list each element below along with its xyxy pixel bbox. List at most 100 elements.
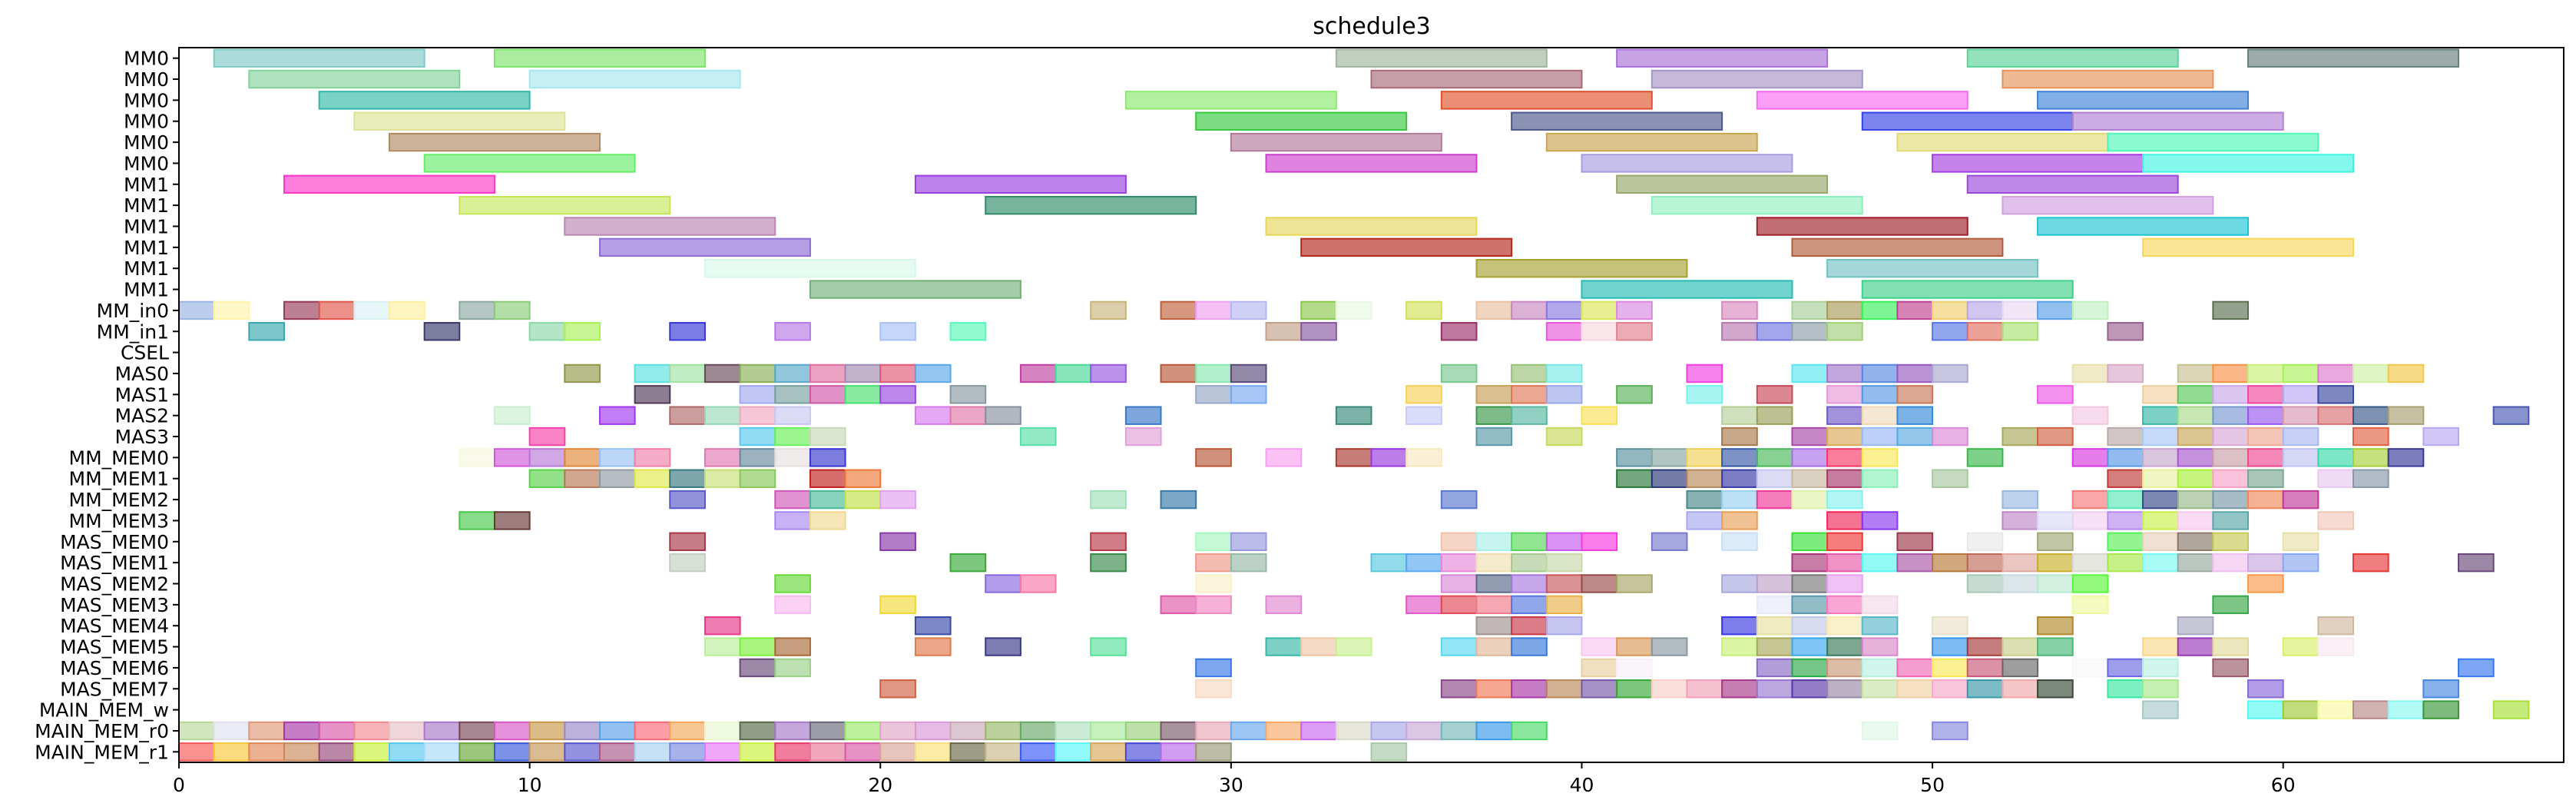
task-bar-MAS_MEM4-413 — [2177, 616, 2214, 636]
task-bar-MAS_MEM0-319 — [1195, 532, 1232, 552]
task-bar-MAS0-125 — [1686, 364, 1723, 383]
task-bar-MM_in0-60 — [493, 300, 531, 320]
task-bar-MAS2-191 — [2282, 406, 2319, 425]
task-bar-MAS_MEM7-477 — [1896, 679, 1934, 699]
x-tick-label: 50 — [1920, 774, 1945, 796]
task-bar-MAS_MEM5-439 — [2142, 637, 2179, 656]
task-bar-MM_MEM2-294 — [2107, 490, 2144, 510]
task-bar-MM_MEM0-225 — [634, 448, 671, 467]
task-bar-MAS0-111 — [774, 364, 811, 383]
y-tick-label: MAS3 — [115, 426, 169, 448]
task-bar-MM0-30 — [2142, 154, 2355, 173]
task-bar-MAIN_MEM_r1-546 — [564, 742, 601, 762]
task-bar-MM_MEM3-308 — [2002, 511, 2039, 530]
task-bar-MAS_MEM5-435 — [1932, 637, 1968, 656]
task-bar-MAIN_MEM_w-492 — [2422, 700, 2460, 719]
task-bar-MM_MEM0-229 — [809, 448, 846, 467]
task-bar-MAS3-199 — [809, 427, 846, 446]
task-bar-MAIN_MEM_r0-534 — [1932, 721, 1968, 741]
task-bar-MAS_MEM3-399 — [2071, 595, 2109, 615]
task-bar-MM_in1-100 — [1791, 322, 1829, 341]
task-bar-MM_in0-57 — [353, 300, 390, 320]
task-bar-MAIN_MEM_w-493 — [2492, 700, 2530, 719]
task-bar-MAS3-197 — [739, 427, 776, 446]
task-bar-MM0-25 — [2107, 132, 2319, 152]
task-bar-MAS2-171 — [774, 406, 811, 425]
task-bar-MAS_MEM1-340 — [1090, 553, 1127, 573]
task-bar-MM_MEM0-232 — [1335, 448, 1372, 467]
task-bar-MM_MEM3-303 — [809, 511, 846, 530]
task-bar-MM0-3 — [1616, 48, 1829, 68]
y-tick-label: MAIN_MEM_r1 — [35, 741, 169, 763]
task-bar-MAS3-212 — [2107, 427, 2144, 446]
task-bar-MAS1-160 — [2142, 385, 2179, 404]
task-bar-MM_MEM0-230 — [1195, 448, 1232, 467]
task-bar-MAS0-123 — [1511, 364, 1548, 383]
task-bar-MAS3-206 — [1826, 427, 1863, 446]
task-bar-MAIN_MEM_r0-505 — [564, 721, 601, 741]
task-bar-MAS_MEM7-474 — [1791, 679, 1829, 699]
task-bar-MM_MEM1-255 — [564, 469, 601, 488]
task-bar-MAS2-193 — [2353, 406, 2389, 425]
task-bar-MAIN_MEM_r0-515 — [914, 721, 952, 741]
task-bar-MAS2-169 — [704, 406, 741, 425]
task-bar-MAS_MEM7-468 — [1581, 679, 1618, 699]
task-bar-MAS2-192 — [2317, 406, 2355, 425]
task-bar-MAS0-138 — [2353, 364, 2389, 383]
task-bar-MAS_MEM3-394 — [1545, 595, 1583, 615]
y-tick-label: MM_MEM3 — [69, 510, 169, 532]
task-bar-MAS_MEM2-367 — [985, 574, 1021, 593]
task-bar-MM1-33 — [1616, 174, 1829, 194]
task-bar-MAS0-106 — [564, 364, 601, 383]
task-bar-MAIN_MEM_w-489 — [2317, 700, 2355, 719]
task-bar-MAS0-130 — [1932, 364, 1968, 383]
task-bar-MAS1-145 — [879, 385, 916, 404]
task-bar-MM0-6 — [248, 69, 461, 89]
task-bar-MAS2-179 — [1511, 406, 1548, 425]
task-bar-MAS_MEM6-455 — [1966, 658, 2004, 678]
task-bar-MAIN_MEM_r1-543 — [459, 742, 495, 762]
task-bar-MM_MEM3-306 — [1826, 511, 1863, 530]
task-bar-MAIN_MEM_r1-551 — [739, 742, 776, 762]
task-bar-MAS_MEM2-380 — [1966, 574, 2004, 593]
task-bar-MAS0-108 — [669, 364, 706, 383]
task-bar-MAS_MEM7-481 — [2037, 679, 2074, 699]
task-bar-MAIN_MEM_r1-547 — [598, 742, 636, 762]
task-bar-MAS0-121 — [1230, 364, 1267, 383]
task-bar-MM_MEM2-298 — [2247, 490, 2284, 510]
task-bar-MAS2-181 — [1721, 406, 1758, 425]
task-bar-MM0-1 — [493, 48, 706, 68]
y-axis: MM0MM0MM0MM0MM0MM0MM1MM1MM1MM1MM1MM1MM_i… — [35, 48, 179, 763]
task-bar-MM1-50 — [809, 280, 1021, 299]
task-bar-MAS0-119 — [1160, 364, 1197, 383]
task-bar-MAIN_MEM_r0-497 — [283, 721, 320, 741]
y-tick-label: MM0 — [124, 111, 169, 133]
task-bar-MAS_MEM1-357 — [2071, 553, 2109, 573]
task-bar-MM_MEM0-246 — [2142, 448, 2179, 467]
task-bar-MAS_MEM7-476 — [1861, 679, 1899, 699]
task-bar-MAS0-126 — [1791, 364, 1829, 383]
task-bar-MAIN_MEM_r1-537 — [248, 742, 285, 762]
task-bar-MM_MEM0-233 — [1370, 448, 1408, 467]
task-bar-MM_MEM0-239 — [1756, 448, 1793, 467]
task-bar-MAIN_MEM_r0-525 — [1265, 721, 1303, 741]
task-bar-MAS0-109 — [704, 364, 741, 383]
task-bar-MM0-16 — [353, 111, 566, 131]
task-bar-MM_in1-101 — [1826, 322, 1863, 341]
task-bar-MAS0-135 — [2247, 364, 2284, 383]
task-bar-MM1-39 — [564, 217, 776, 236]
task-bar-MM1-45 — [1791, 237, 2004, 257]
task-bar-MM1-49 — [1826, 258, 2039, 278]
task-bar-MAS1-162 — [2212, 385, 2250, 404]
task-bar-MAS1-149 — [1406, 385, 1442, 404]
task-bar-MAS_MEM1-360 — [2177, 553, 2214, 573]
task-bar-MAS0-114 — [879, 364, 916, 383]
task-bar-MAS2-177 — [1406, 406, 1442, 425]
task-bar-MAS_MEM3-391 — [1440, 595, 1478, 615]
task-bar-MAS1-155 — [1756, 385, 1793, 404]
task-bar-MAS_MEM6-452 — [1861, 658, 1899, 678]
task-bar-MAS_MEM0-326 — [1651, 532, 1688, 552]
task-bar-MM_MEM0-247 — [2177, 448, 2214, 467]
task-bar-MAS2-178 — [1475, 406, 1513, 425]
task-bar-MAS1-148 — [1230, 385, 1267, 404]
